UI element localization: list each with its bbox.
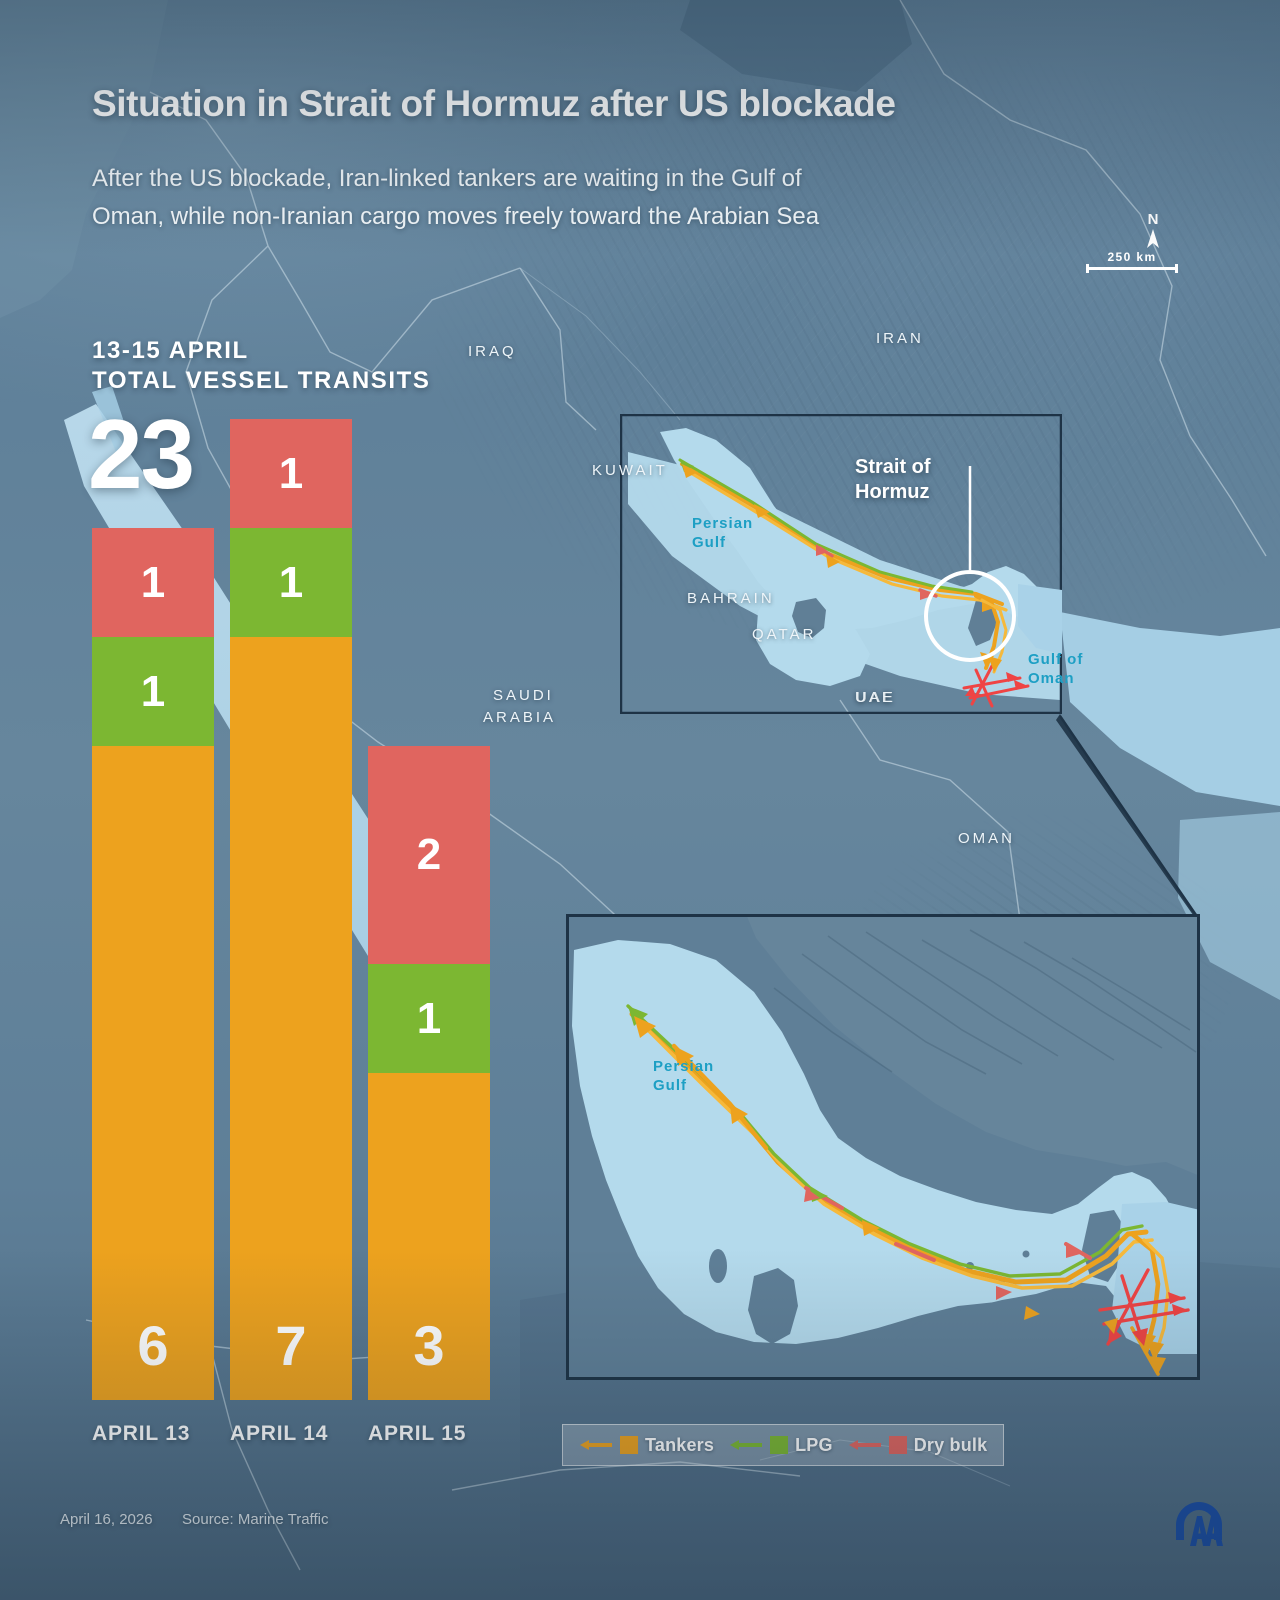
sea-label-line1: Persian	[653, 1058, 715, 1075]
legend-label: Tankers	[645, 1434, 715, 1455]
bar-segment-value: 2	[416, 830, 442, 879]
map-label-oman: OMAN	[958, 830, 1015, 847]
bar-segment-lpg: 1	[368, 964, 490, 1073]
bar-segment-dry-bulk: 1	[92, 528, 214, 637]
inset-label-kuwait: KUWAIT	[592, 462, 668, 479]
bar-segment-value: 1	[278, 448, 304, 498]
bar-category-label-1: APRIL 13	[92, 1422, 191, 1445]
aa-logo	[1176, 1502, 1223, 1546]
bar-segment-lpg: 1	[230, 528, 352, 637]
legend-swatch	[770, 1436, 789, 1454]
footer-date: April 16, 2026	[60, 1511, 153, 1528]
legend-label: Dry bulk	[913, 1434, 988, 1455]
scale-bar: 250 km	[1086, 250, 1178, 273]
bar-column-1: 6 1 1	[92, 528, 214, 1400]
sea-label-gulf-of: Gulf of Oman	[1028, 650, 1083, 688]
legend-item-dry-bulk[interactable]: Dry bulk	[848, 1435, 988, 1456]
detail-sea-label-persian: Persian Gulf	[653, 1057, 714, 1095]
stat-kicker-line2: TOTAL VESSEL TRANSITS	[92, 367, 431, 394]
bar-segment-lpg: 1	[92, 637, 214, 746]
sea-label-line1: Gulf of	[1028, 651, 1084, 668]
inset-map-overview	[620, 414, 1062, 714]
map-label-iran: IRAN	[876, 330, 924, 347]
north-letter: N	[1147, 211, 1159, 228]
map-label-iraq: IRAQ	[468, 343, 517, 360]
bar-segment-value: 3	[413, 1314, 445, 1377]
stat-kicker: 13-15 APRIL TOTAL VESSEL TRANSITS	[92, 336, 562, 396]
page-subtitle: After the US blockade, Iran-linked tanke…	[92, 165, 820, 230]
sea-label-persian: Persian Gulf	[692, 514, 753, 552]
sea-label-line2: Oman	[1028, 670, 1075, 687]
map-label-saudi: SAUDI	[493, 687, 554, 704]
bar-segment-value: 1	[140, 557, 166, 607]
bar-segment-value: 1	[416, 993, 442, 1043]
map-label-arabia: ARABIA	[483, 709, 557, 726]
left-arrow-icon	[730, 1440, 763, 1450]
left-arrow-icon	[848, 1440, 881, 1450]
legend-item-tankers[interactable]: Tankers	[579, 1435, 714, 1456]
vessel-transits-chart: 6 1 1 APRIL 13 7 1 1 APRIL 14 3 1 2 APRIL 15	[0, 0, 560, 1600]
chart-legend: Tankers LPG Dry bulk	[562, 1424, 1005, 1466]
legend-swatch	[888, 1436, 907, 1454]
legend-swatch	[620, 1436, 638, 1454]
legend-item-lpg[interactable]: LPG	[729, 1435, 833, 1456]
bar-category-label-2: APRIL 14	[230, 1422, 329, 1445]
inset-label-bahrain: BAHRAIN	[687, 590, 775, 607]
legend-label: LPG	[795, 1434, 833, 1455]
bar-segment-value: 1	[278, 557, 304, 607]
footer-source: Source: Marine Traffic	[182, 1511, 329, 1528]
stat-total-value: 23	[88, 399, 195, 509]
callout-line1: Strait of	[855, 456, 931, 478]
inset-label-qatar: QATAR	[752, 626, 817, 643]
north-arrow: N	[1098, 212, 1208, 249]
bar-segment-tankers: 3	[368, 1073, 490, 1400]
sea-label-line2: Gulf	[692, 534, 726, 551]
bar-segment-dry-bulk: 1	[230, 419, 352, 528]
bar-segment-value: 7	[275, 1314, 307, 1377]
map-label-uae: UAE	[856, 689, 896, 706]
bar-segment-value: 1	[140, 666, 166, 716]
bar-segment-tankers: 6	[92, 746, 214, 1400]
sea-label-line2: Gulf	[653, 1077, 687, 1094]
callout-line2: Hormuz	[855, 481, 930, 503]
bar-segment-tankers: 7	[230, 637, 352, 1400]
sea-label-line1: Persian	[692, 515, 754, 532]
bar-category-label-3: APRIL 15	[368, 1422, 467, 1445]
bar-column-2: 7 1 1	[230, 419, 352, 1400]
inset-map-detail	[566, 914, 1200, 1380]
stat-kicker-line1: 13-15 APRIL	[92, 337, 249, 364]
scale-distance: 250 km	[1107, 250, 1157, 264]
page-title: Situation in Strait of Hormuz after US b…	[92, 83, 896, 124]
bar-segment-dry-bulk: 2	[368, 746, 490, 964]
inset-label-uae: UAE	[855, 689, 895, 706]
bar-column-3: 3 1 2	[368, 746, 490, 1400]
bar-segment-value: 6	[137, 1314, 169, 1377]
scale-bar-line	[1086, 264, 1178, 273]
left-arrow-icon	[580, 1440, 612, 1450]
strait-of-hormuz-callout: Strait of Hormuz	[855, 455, 931, 505]
